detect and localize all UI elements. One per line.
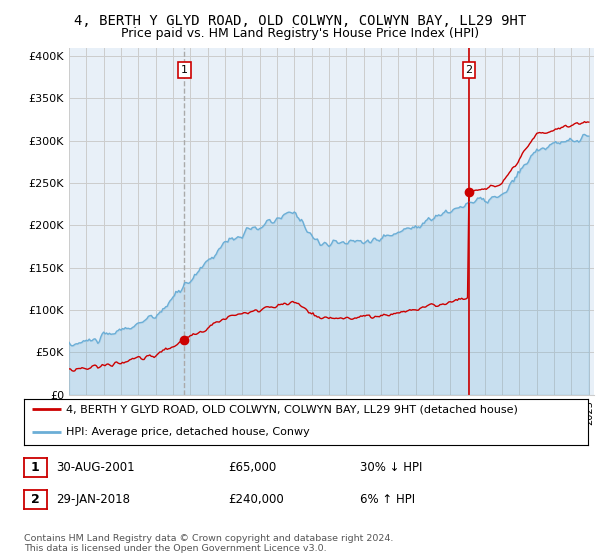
- Text: 30% ↓ HPI: 30% ↓ HPI: [360, 461, 422, 474]
- Text: HPI: Average price, detached house, Conwy: HPI: Average price, detached house, Conw…: [66, 427, 310, 437]
- Text: 4, BERTH Y GLYD ROAD, OLD COLWYN, COLWYN BAY, LL29 9HT (detached house): 4, BERTH Y GLYD ROAD, OLD COLWYN, COLWYN…: [66, 404, 518, 414]
- Text: 30-AUG-2001: 30-AUG-2001: [56, 461, 134, 474]
- Text: 2: 2: [466, 65, 472, 75]
- Text: £240,000: £240,000: [228, 493, 284, 506]
- Text: 29-JAN-2018: 29-JAN-2018: [56, 493, 130, 506]
- Text: 1: 1: [181, 65, 188, 75]
- Text: 2: 2: [31, 493, 40, 506]
- Text: 4, BERTH Y GLYD ROAD, OLD COLWYN, COLWYN BAY, LL29 9HT: 4, BERTH Y GLYD ROAD, OLD COLWYN, COLWYN…: [74, 14, 526, 28]
- Text: 6% ↑ HPI: 6% ↑ HPI: [360, 493, 415, 506]
- Text: Price paid vs. HM Land Registry's House Price Index (HPI): Price paid vs. HM Land Registry's House …: [121, 27, 479, 40]
- Text: 1: 1: [31, 461, 40, 474]
- Text: £65,000: £65,000: [228, 461, 276, 474]
- Text: Contains HM Land Registry data © Crown copyright and database right 2024.
This d: Contains HM Land Registry data © Crown c…: [24, 534, 394, 553]
